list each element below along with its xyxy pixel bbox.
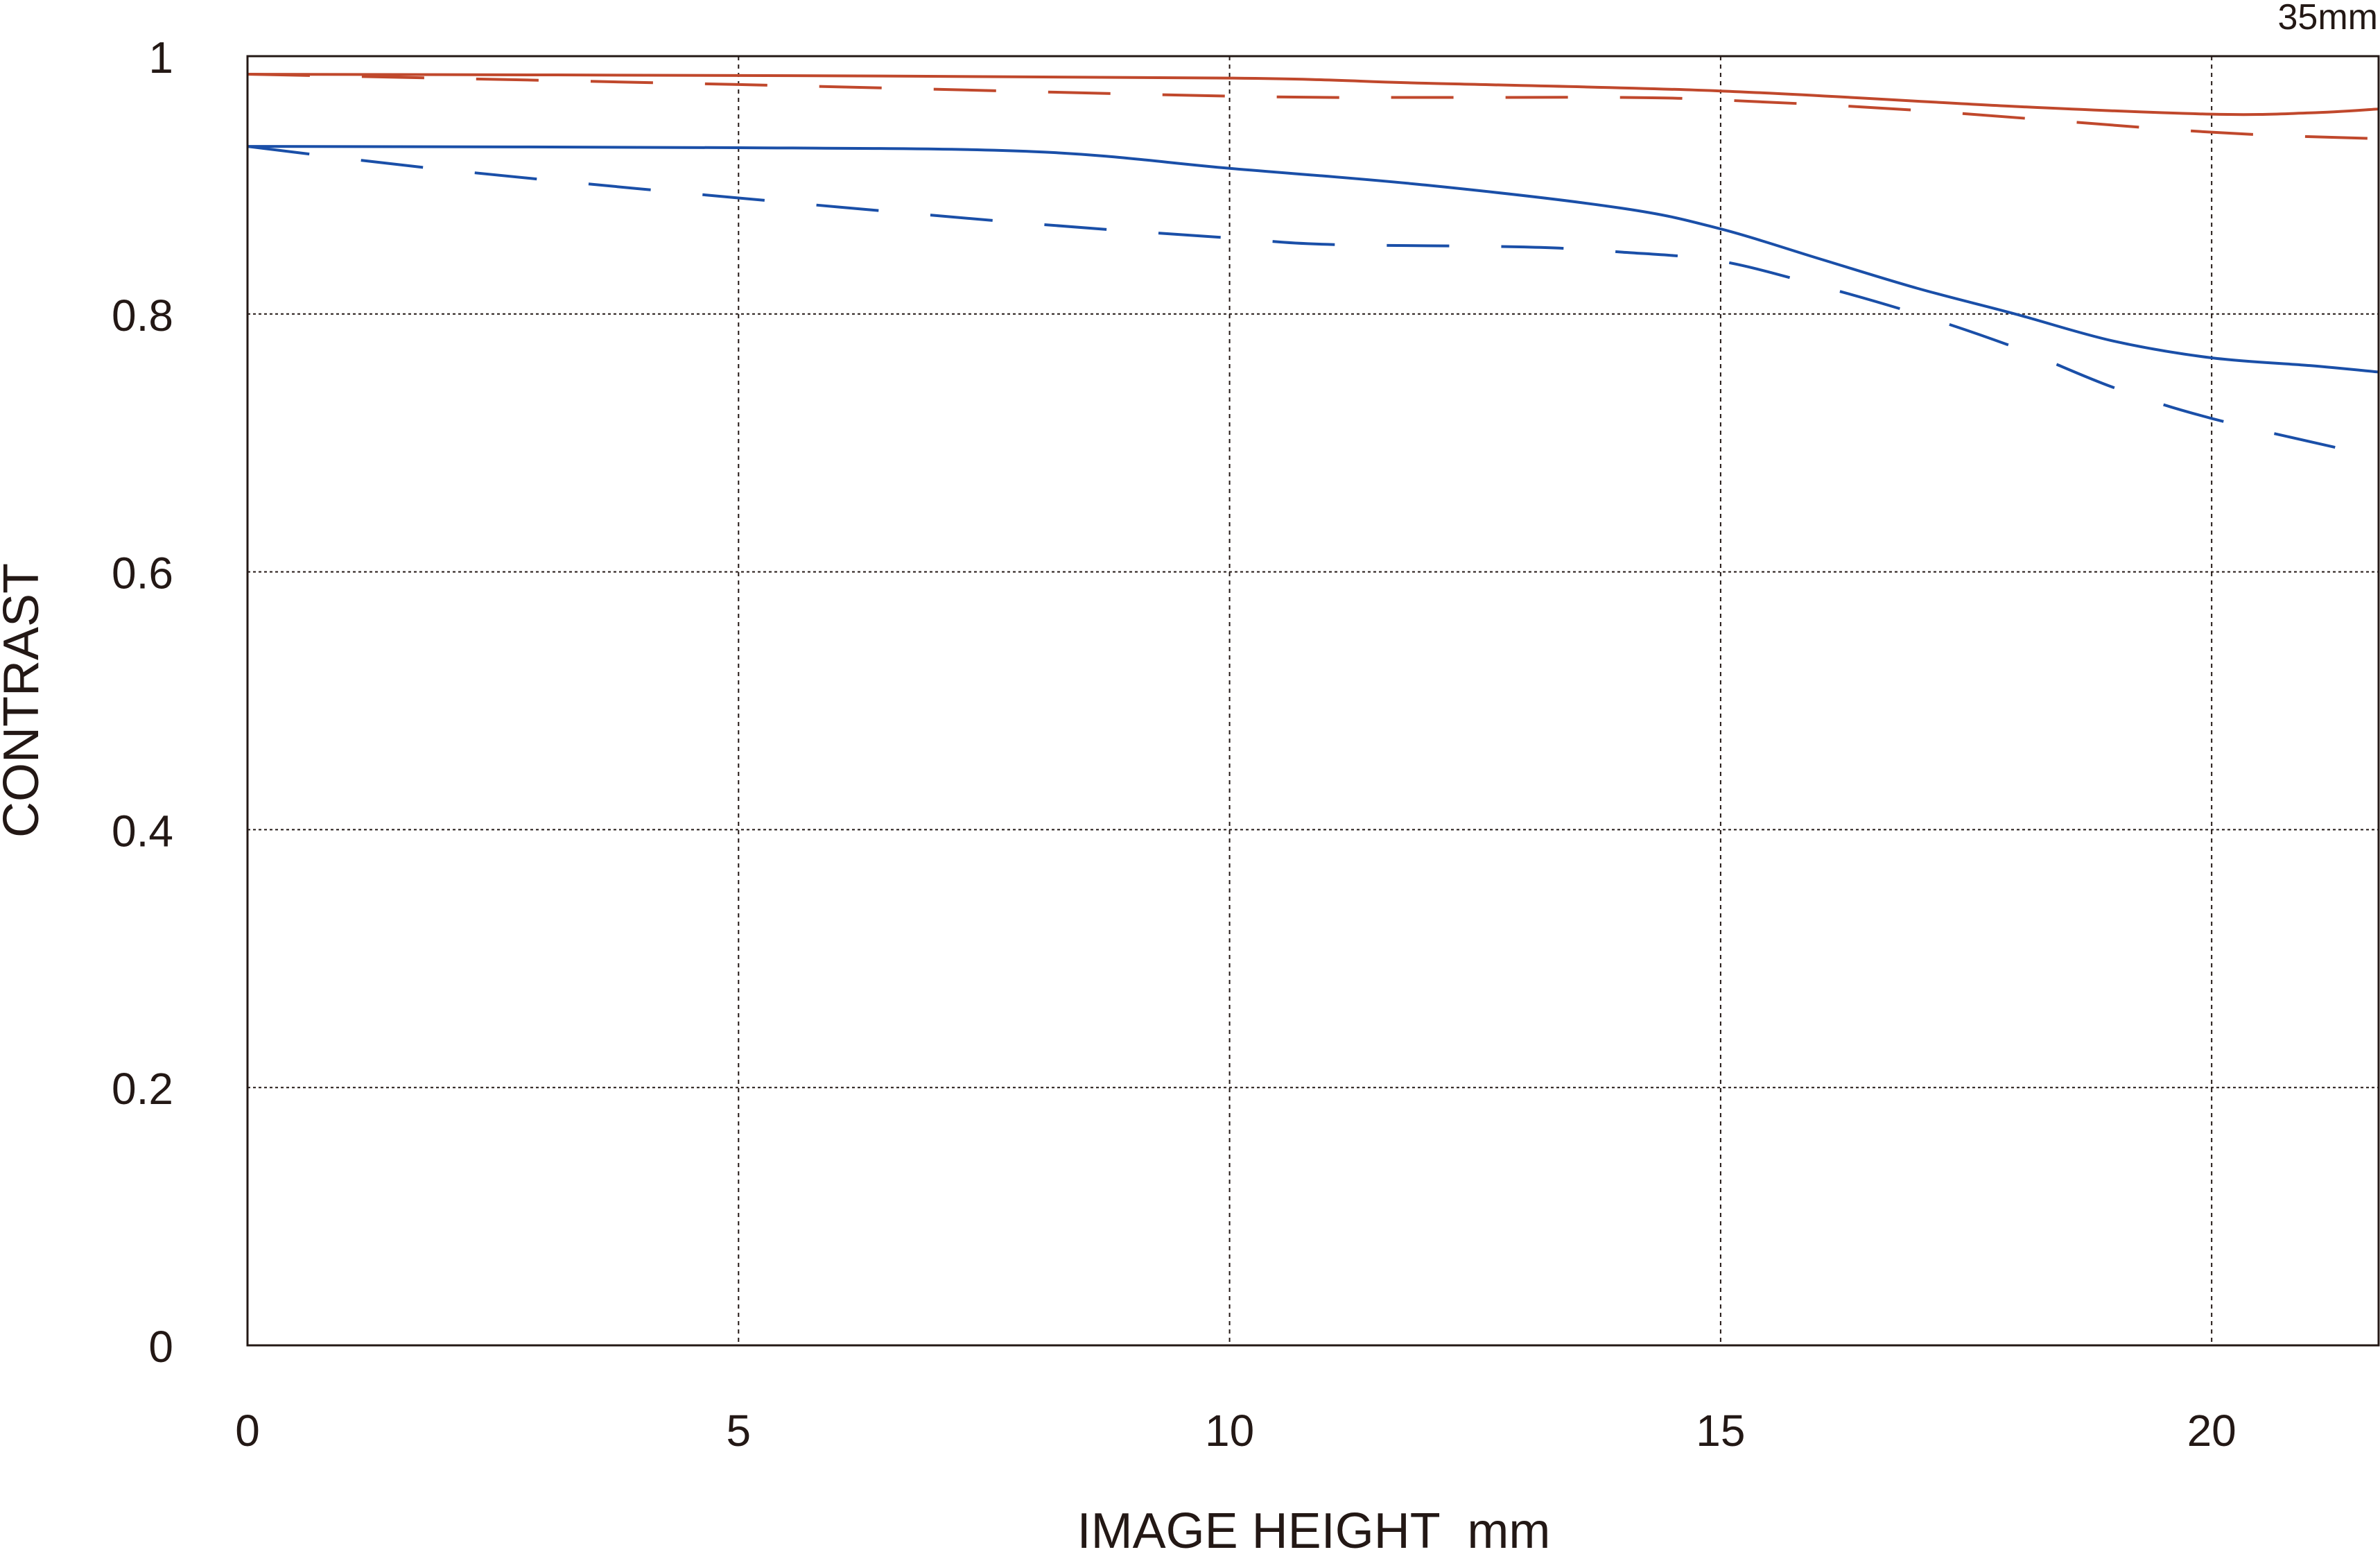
y-tick-label: 0.2 xyxy=(112,1064,173,1114)
series-line-solid-0 xyxy=(247,73,2379,117)
chart-title: 35mm xyxy=(2278,0,2378,37)
plot-frame xyxy=(246,55,2380,1347)
y-tick-label: 0.4 xyxy=(112,806,173,856)
x-tick-label: 15 xyxy=(1696,1406,1745,1456)
y-tick-label: 0 xyxy=(148,1322,173,1372)
x-tick-label: 0 xyxy=(235,1406,260,1456)
x-tick-label: 10 xyxy=(1205,1406,1254,1456)
y-tick-label: 1 xyxy=(148,33,173,83)
y-tick-label: 0.6 xyxy=(112,549,173,598)
y-axis-label: CONTRAST xyxy=(0,563,49,838)
series-line-solid-2 xyxy=(247,145,2379,374)
series-group xyxy=(247,73,2379,459)
x-tick-label: 5 xyxy=(726,1406,751,1456)
tick-labels: 0 5 10 15 20 0 0.2 0.4 0.6 0.8 1 xyxy=(112,33,2236,1456)
series-line-dashed-3 xyxy=(247,145,2379,459)
grid xyxy=(247,56,2379,1345)
x-axis-label: IMAGE HEIGHT mm xyxy=(1077,1503,1551,1552)
x-tick-label: 20 xyxy=(2187,1406,2236,1456)
series-line-dashed-1 xyxy=(247,73,2379,140)
y-tick-label: 0.8 xyxy=(112,291,173,340)
